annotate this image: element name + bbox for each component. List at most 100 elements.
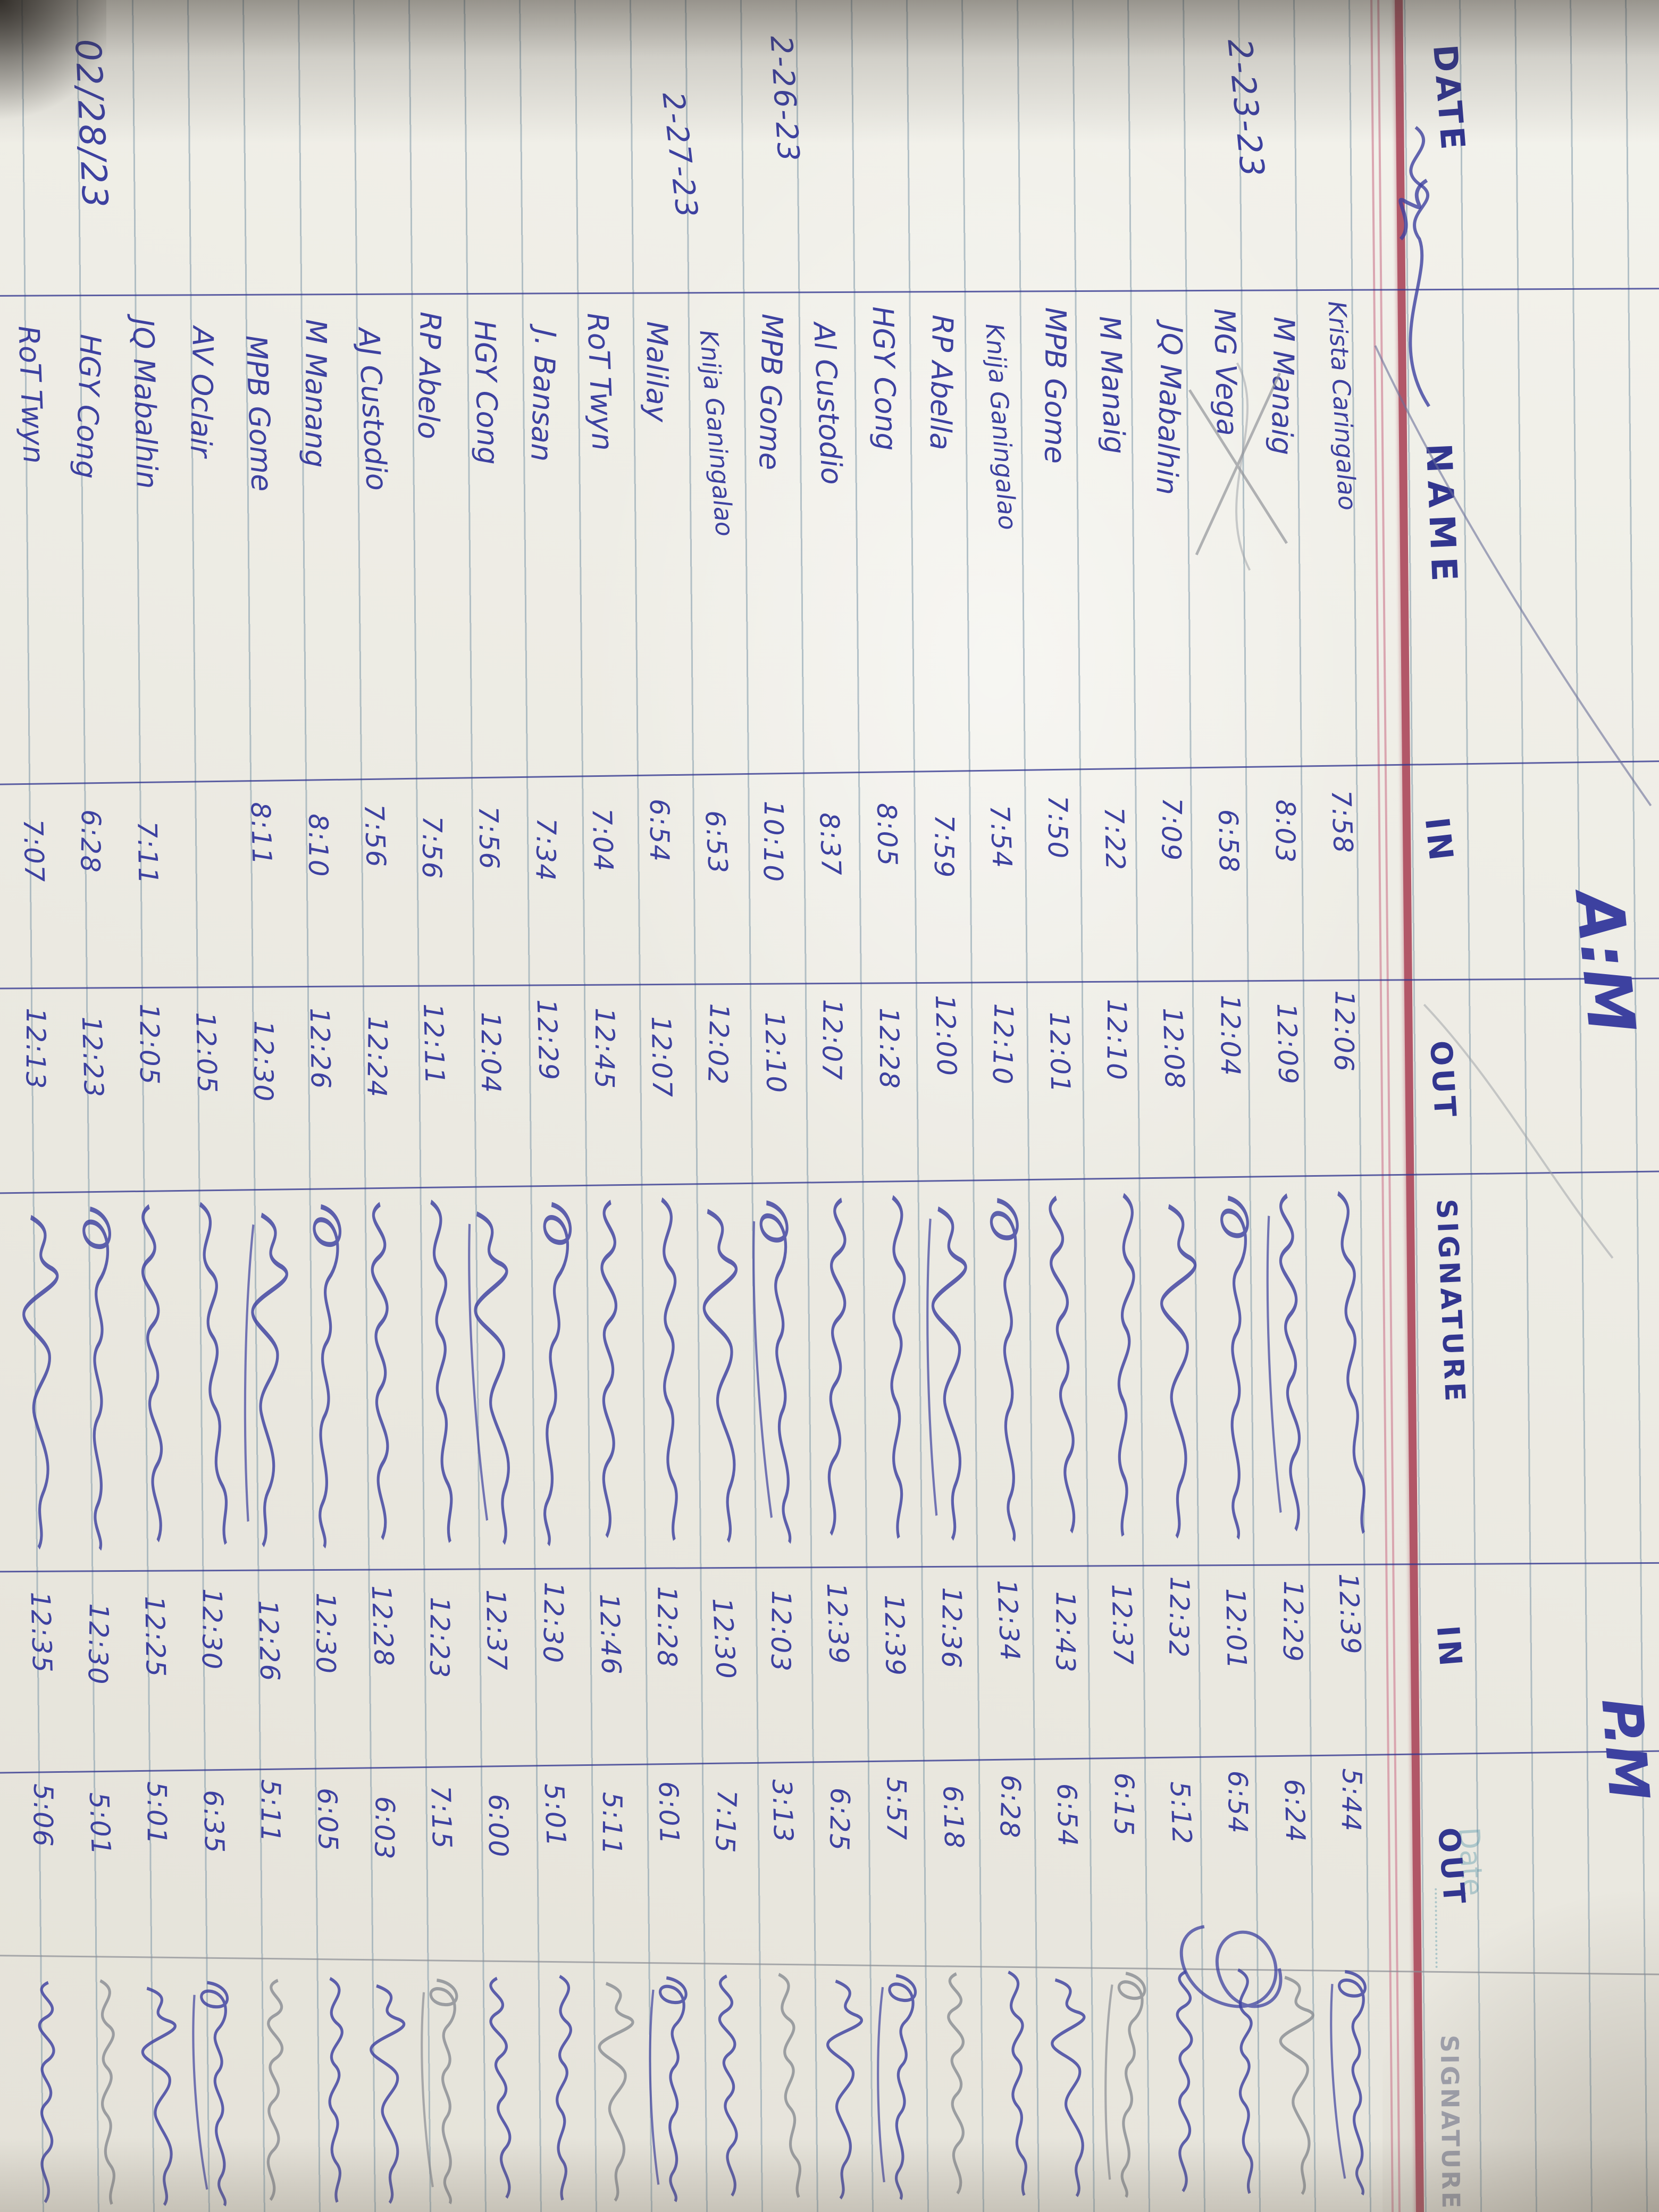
time-cell-pm-out: 5:01 bbox=[141, 1781, 172, 1846]
signature-squiggle bbox=[1176, 1970, 1193, 2192]
time-cell-am-out: 12:04 bbox=[1214, 994, 1246, 1077]
signature-squiggle bbox=[1279, 1975, 1314, 2196]
time-cell-am-in: 7:54 bbox=[984, 804, 1018, 870]
name-cell: HGY Cong bbox=[69, 333, 107, 480]
signature-squiggle bbox=[421, 1979, 458, 2205]
time-cell-am-out: 12:08 bbox=[1157, 1007, 1191, 1090]
signature-squiggle bbox=[313, 1204, 342, 1549]
time-cell-am-in: 8:10 bbox=[303, 814, 334, 878]
header-pm-in: IN bbox=[1429, 1624, 1469, 1671]
time-cell-am-in: 8:37 bbox=[814, 811, 847, 877]
time-cell-am-in: 10:10 bbox=[757, 800, 789, 883]
time-cell-pm-out: 6:05 bbox=[311, 1787, 343, 1852]
signature-squiggle bbox=[489, 1976, 512, 2199]
time-cell-pm-in: 12:37 bbox=[1105, 1583, 1139, 1666]
signature-squiggle bbox=[598, 1982, 634, 2202]
time-cell-am-in: 7:59 bbox=[928, 814, 960, 879]
signature-squiggle bbox=[926, 1206, 967, 1541]
time-cell-pm-in: 12:03 bbox=[765, 1590, 797, 1673]
time-cell-am-in: 6:28 bbox=[74, 809, 107, 874]
time-cell-am-in: 6:58 bbox=[1212, 809, 1245, 874]
signature-squiggle bbox=[38, 1981, 55, 2203]
time-cell-pm-in: 12:30 bbox=[82, 1603, 114, 1686]
time-cell-pm-in: 12:28 bbox=[651, 1586, 683, 1669]
name-cell: RoT Twyn bbox=[12, 325, 51, 465]
time-cell-am-out: 12:23 bbox=[76, 1016, 110, 1099]
time-cell-pm-in: 12:30 bbox=[537, 1581, 569, 1664]
time-cell-pm-out: 5:11 bbox=[596, 1791, 628, 1856]
signature-squiggle bbox=[1237, 1968, 1253, 2194]
time-cell-pm-out: 5:01 bbox=[83, 1791, 117, 1857]
time-cell-pm-out: 5:01 bbox=[538, 1783, 572, 1848]
signature-squiggle bbox=[890, 1195, 906, 1539]
signature-squiggle bbox=[1117, 1193, 1135, 1537]
time-cell-pm-in: 12:01 bbox=[1220, 1588, 1252, 1671]
time-cell-am-out: 12:24 bbox=[361, 1016, 393, 1099]
signature-squiggle bbox=[778, 1973, 801, 2198]
name-cell: M Manaig bbox=[1093, 315, 1132, 455]
signature-squiggle bbox=[877, 1974, 917, 2200]
signature-squiggle bbox=[1337, 1191, 1365, 1534]
time-cell-am-in: 8:05 bbox=[871, 802, 903, 867]
time-cell-pm-out: 6:28 bbox=[994, 1774, 1027, 1839]
signature-squiggle bbox=[430, 1200, 453, 1543]
time-cell-am-out: 12:10 bbox=[759, 1011, 792, 1094]
time-cell-am-out: 12:28 bbox=[873, 1007, 905, 1090]
signature-squiggle bbox=[370, 1984, 406, 2204]
date-header-scribble bbox=[1398, 125, 1430, 407]
time-cell-am-out: 12:00 bbox=[929, 994, 962, 1077]
signature-squiggle bbox=[328, 1977, 343, 2203]
signature-squiggle bbox=[827, 1197, 847, 1536]
signature-squiggle bbox=[141, 1204, 163, 1543]
time-cell-pm-out: 6:03 bbox=[368, 1796, 400, 1861]
name-cell: HGY Cong bbox=[866, 306, 903, 451]
signature-squiggle bbox=[468, 1211, 510, 1545]
time-cell-pm-in: 12:30 bbox=[196, 1588, 228, 1671]
signature-squiggle bbox=[1008, 1970, 1027, 2196]
time-cell-am-in: 7:56 bbox=[473, 806, 505, 870]
signature-squiggle bbox=[199, 1202, 228, 1545]
name-cell: M Manang bbox=[298, 319, 333, 468]
signature-squiggle bbox=[1266, 1193, 1301, 1532]
stray-pencil-curve-am bbox=[1423, 1003, 1614, 1259]
time-cell-am-in: 7:11 bbox=[131, 820, 164, 886]
signature-squiggle bbox=[947, 1972, 965, 2194]
signature-squiggle bbox=[244, 1212, 288, 1547]
time-cell-pm-out: 6:54 bbox=[1222, 1770, 1253, 1834]
name-cell: AV Oclair bbox=[183, 326, 220, 458]
name-cell: MPB Gome bbox=[752, 313, 789, 471]
signature-squiggle bbox=[1051, 1978, 1086, 2198]
time-cell-am-out: 12:09 bbox=[1271, 1003, 1304, 1086]
name-cell: J. Bansan bbox=[524, 328, 563, 463]
date-value: 02/28/23 bbox=[67, 38, 116, 211]
time-cell-am-out: 12:01 bbox=[1043, 1011, 1076, 1094]
time-cell-pm-out: 5:44 bbox=[1335, 1768, 1368, 1833]
signature-squiggle bbox=[752, 1200, 792, 1544]
time-cell-pm-out: 5:12 bbox=[1164, 1780, 1197, 1846]
time-cell-am-in: 7:22 bbox=[1098, 807, 1131, 872]
time-cell-pm-in: 12:30 bbox=[706, 1597, 742, 1681]
time-cell-am-in: 6:53 bbox=[699, 809, 734, 875]
signature-squiggle bbox=[1049, 1195, 1076, 1534]
time-cell-am-out: 12:45 bbox=[589, 1007, 621, 1090]
time-cell-am-in: 7:34 bbox=[530, 817, 562, 882]
section-label-pm: P.M bbox=[1589, 1696, 1659, 1803]
stray-curve-header bbox=[1374, 345, 1652, 807]
time-cell-am-out: 12:30 bbox=[247, 1020, 279, 1103]
time-cell-am-in: 7:56 bbox=[416, 815, 448, 880]
time-cell-am-out: 12:29 bbox=[531, 999, 565, 1082]
time-cell-pm-out: 6:00 bbox=[482, 1794, 514, 1858]
time-cell-am-in: 7:50 bbox=[1042, 795, 1074, 860]
time-cell-pm-in: 12:29 bbox=[1277, 1580, 1309, 1663]
time-cell-am-in: 7:07 bbox=[17, 818, 50, 884]
signature-squiggle bbox=[1160, 1204, 1197, 1539]
header-pm-out: OUT bbox=[1430, 1826, 1472, 1908]
time-cell-pm-in: 12:46 bbox=[593, 1593, 627, 1676]
time-cell-pm-in: 12:26 bbox=[252, 1599, 286, 1683]
name-cell: RP Abella bbox=[923, 314, 960, 451]
time-cell-am-out: 12:06 bbox=[1328, 990, 1360, 1073]
time-cell-pm-in: 12:43 bbox=[1050, 1591, 1081, 1673]
time-cell-pm-out: 6:24 bbox=[1278, 1778, 1311, 1844]
signature-squiggle bbox=[266, 1979, 284, 2201]
